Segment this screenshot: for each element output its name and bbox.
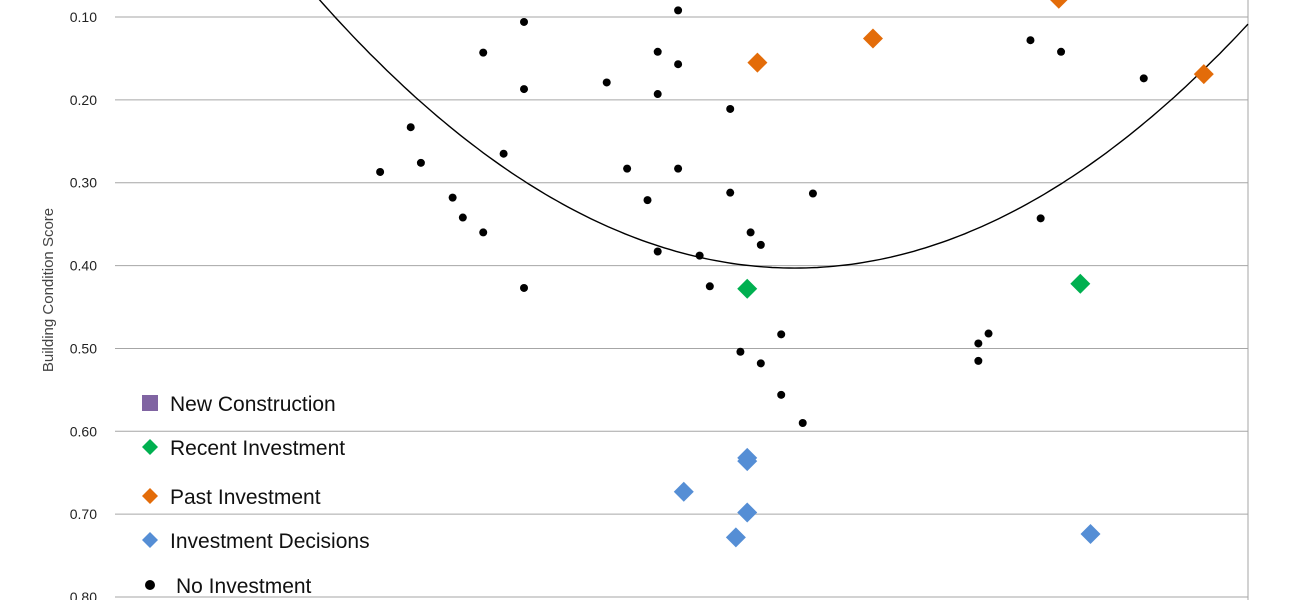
data-point xyxy=(416,158,425,167)
data-point xyxy=(653,90,662,99)
data-point xyxy=(653,247,662,256)
data-point xyxy=(623,164,632,173)
data-point xyxy=(746,228,755,237)
data-point xyxy=(499,149,508,158)
legend-marker xyxy=(142,532,158,548)
legend-entry: New Construction xyxy=(170,393,336,416)
data-point xyxy=(520,85,529,94)
y-tick-label: 0.50 xyxy=(70,340,97,356)
data-point xyxy=(777,390,786,399)
y-tick-label: 0.30 xyxy=(70,175,97,191)
data-point xyxy=(376,167,385,176)
data-point xyxy=(1080,524,1101,545)
legend-entry: Investment Decisions xyxy=(170,530,370,553)
data-point xyxy=(458,213,467,222)
legend-marker xyxy=(142,439,158,455)
trendline xyxy=(318,0,1249,269)
data-point xyxy=(726,188,735,197)
data-point xyxy=(862,28,883,49)
data-point xyxy=(777,330,786,339)
plot-area xyxy=(318,0,1249,548)
data-point xyxy=(674,164,683,173)
legend-entry: No Investment xyxy=(176,575,312,598)
y-tick-labels: 0.10 0.20 0.30 0.40 0.50 0.60 0.70 0.80 xyxy=(70,9,97,600)
data-point xyxy=(984,329,993,338)
gridlines xyxy=(115,0,1249,600)
legend-marker xyxy=(142,488,158,504)
data-point xyxy=(520,17,529,26)
legend-marker xyxy=(145,580,155,590)
data-point xyxy=(705,282,714,291)
legend-entry: Past Investment xyxy=(170,486,321,509)
y-axis-title: Building Condition Score xyxy=(40,208,57,372)
data-point xyxy=(1050,0,1068,9)
data-point xyxy=(756,240,765,249)
data-point xyxy=(737,502,758,523)
y-tick-label: 0.20 xyxy=(70,92,97,108)
data-point xyxy=(725,527,746,548)
data-point xyxy=(673,481,694,502)
data-point xyxy=(726,104,735,113)
y-tick-label: 0.60 xyxy=(70,423,97,439)
data-point xyxy=(798,419,807,428)
data-point xyxy=(520,283,529,292)
data-point xyxy=(1070,273,1091,294)
data-point xyxy=(643,196,652,205)
y-tick-label: 0.10 xyxy=(70,9,97,25)
data-point xyxy=(736,347,745,356)
data-point xyxy=(653,47,662,56)
data-point xyxy=(602,78,611,87)
data-point xyxy=(1193,64,1214,85)
data-point xyxy=(974,339,983,348)
data-point xyxy=(808,189,817,198)
data-point xyxy=(695,251,704,260)
data-point xyxy=(674,60,683,69)
data-point xyxy=(737,278,758,299)
y-tick-label: 0.80 xyxy=(70,589,97,600)
y-tick-label: 0.70 xyxy=(70,506,97,522)
data-point xyxy=(406,123,415,132)
data-point xyxy=(756,359,765,368)
data-point xyxy=(747,52,768,73)
data-point xyxy=(974,356,983,365)
data-point xyxy=(448,193,457,202)
data-point xyxy=(1036,214,1045,223)
legend-marker xyxy=(142,395,158,411)
data-point xyxy=(1139,74,1148,83)
legend-entry: Recent Investment xyxy=(170,437,345,460)
data-point xyxy=(479,48,488,57)
data-marks xyxy=(376,0,1214,548)
data-point xyxy=(737,451,758,472)
y-tick-label: 0.40 xyxy=(70,258,97,274)
data-point xyxy=(674,6,683,15)
data-point xyxy=(1057,47,1066,56)
data-point xyxy=(1026,36,1035,45)
data-point xyxy=(479,228,488,237)
legend: New Construction Recent Investment Past In… xyxy=(142,393,370,598)
